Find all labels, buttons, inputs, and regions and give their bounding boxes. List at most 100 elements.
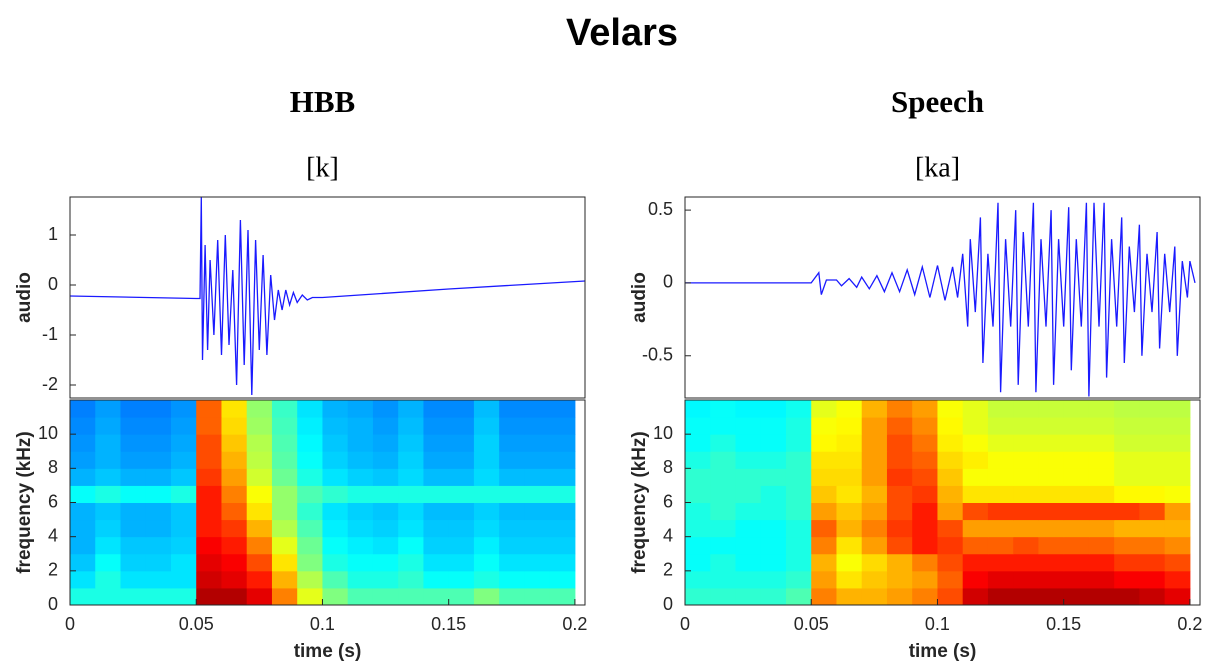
spectrogram-cell [1114, 400, 1140, 418]
spectrogram-cell [372, 468, 399, 486]
spectrogram-cell [170, 519, 197, 538]
spectrogram-cell [1063, 570, 1090, 589]
spectrogram-cell [1114, 587, 1140, 605]
spectrogram-cell [499, 570, 525, 589]
spectrogram-cell [962, 451, 989, 469]
spectrogram-cell [524, 485, 551, 503]
spectrogram-cell [524, 434, 551, 452]
spectrogram-cell [785, 468, 812, 486]
spectrogram-cell [372, 553, 399, 572]
spectrogram-cell [120, 553, 147, 572]
spectrogram-cell [735, 553, 762, 572]
spectrogram-cell [1114, 417, 1140, 435]
spectrogram-cell [95, 400, 121, 418]
spectrogram-cell [473, 502, 500, 521]
spectrogram-cell [1139, 536, 1166, 555]
spectrogram-cell [549, 468, 576, 486]
spectrogram-cell [145, 400, 172, 418]
spectrogram-cell [499, 417, 525, 435]
spectrogram-cell [95, 570, 121, 589]
spectrogram-cell [549, 553, 576, 572]
spectrogram-cell [499, 468, 525, 486]
spectrogram-cell [322, 400, 349, 418]
spectrogram-cell [962, 400, 989, 418]
spectrogram-cell [735, 587, 762, 605]
x-tick-label: 0.1 [925, 614, 950, 634]
spectrogram-cell [70, 434, 96, 452]
spectrogram-cell [145, 536, 172, 555]
spectrogram-cell [836, 519, 863, 538]
spectrogram-cell [962, 502, 989, 521]
spectrogram-cell [1088, 519, 1115, 538]
spectrogram-cell [1063, 400, 1090, 418]
spectrogram-cell [221, 570, 248, 589]
spectrogram-cell [448, 468, 475, 486]
spectrogram-cell [1114, 468, 1140, 486]
spectrogram-cell [1088, 485, 1115, 503]
spectrogram-cell [372, 587, 399, 605]
figure-title: Velars [566, 12, 678, 54]
spectrogram-cell [685, 570, 711, 589]
spectrogram-cell [524, 536, 551, 555]
spectrogram-cell [886, 502, 913, 521]
spectrogram-cell [398, 485, 424, 503]
spectrogram-cell [710, 485, 736, 503]
spectrogram-cell [987, 400, 1014, 418]
x-tick-label: 0 [680, 614, 690, 634]
spectrogram-cell [735, 468, 762, 486]
spectrogram-cell [760, 485, 787, 503]
spectrogram-cell [937, 451, 964, 469]
spectrogram-cell [760, 502, 787, 521]
spectrogram-cell [95, 536, 121, 555]
spectrogram-cell [549, 417, 576, 435]
x-axis-label: time (s) [909, 641, 977, 662]
spectrogram-cell [70, 468, 96, 486]
y-axis-label: audio [629, 272, 650, 323]
spectrogram-cell [1038, 519, 1065, 538]
spectrogram-cell [524, 451, 551, 469]
spectrogram-cell [120, 536, 147, 555]
spectrogram-cell [886, 434, 913, 452]
spectrogram-cell [347, 417, 374, 435]
spectrogram-cell [1139, 400, 1166, 418]
spectrogram-cell [1088, 417, 1115, 435]
spectrogram-cell [937, 434, 964, 452]
spectrogram-cell [811, 502, 837, 521]
spectrogram-cell [1114, 434, 1140, 452]
spectrogram-cell [145, 553, 172, 572]
spectrogram-cell [322, 587, 349, 605]
y-tick-label: 8 [48, 457, 58, 477]
x-tick-label: 0.2 [562, 614, 587, 634]
spectrogram-cell [246, 536, 273, 555]
spectrogram-cell [912, 400, 938, 418]
spectrogram-cell [1164, 485, 1191, 503]
spectrogram-cell [196, 502, 222, 521]
spectrogram-cell [196, 485, 222, 503]
spectrogram-cell [499, 536, 525, 555]
spectrogram-cell [836, 485, 863, 503]
spectrogram-cell [372, 519, 399, 538]
spectrogram-cell [398, 536, 424, 555]
spectrogram-cell [836, 451, 863, 469]
spectrogram-cell [246, 570, 273, 589]
spectrogram-cell [524, 468, 551, 486]
spectrogram-cell [912, 570, 938, 589]
spectrogram-cell [685, 400, 711, 418]
spectrogram-cell [811, 400, 837, 418]
spectrogram-cell [499, 553, 525, 572]
spectrogram-cell [1088, 434, 1115, 452]
spectrogram-cell [145, 502, 172, 521]
spectrogram-cell [145, 451, 172, 469]
y-tick-label: 1 [48, 224, 58, 244]
spectrogram-cell [423, 451, 450, 469]
panel-title: HBB [290, 84, 355, 119]
spectrogram-cell [70, 587, 96, 605]
spectrogram-cell [145, 587, 172, 605]
spectrogram-cell [1038, 536, 1065, 555]
plot-area [685, 202, 1196, 397]
spectrogram-cell [448, 519, 475, 538]
spectrogram-cell [987, 553, 1014, 572]
spectrogram-cell [322, 468, 349, 486]
spectrogram-cell [170, 400, 197, 418]
spectrogram-cell [423, 485, 450, 503]
